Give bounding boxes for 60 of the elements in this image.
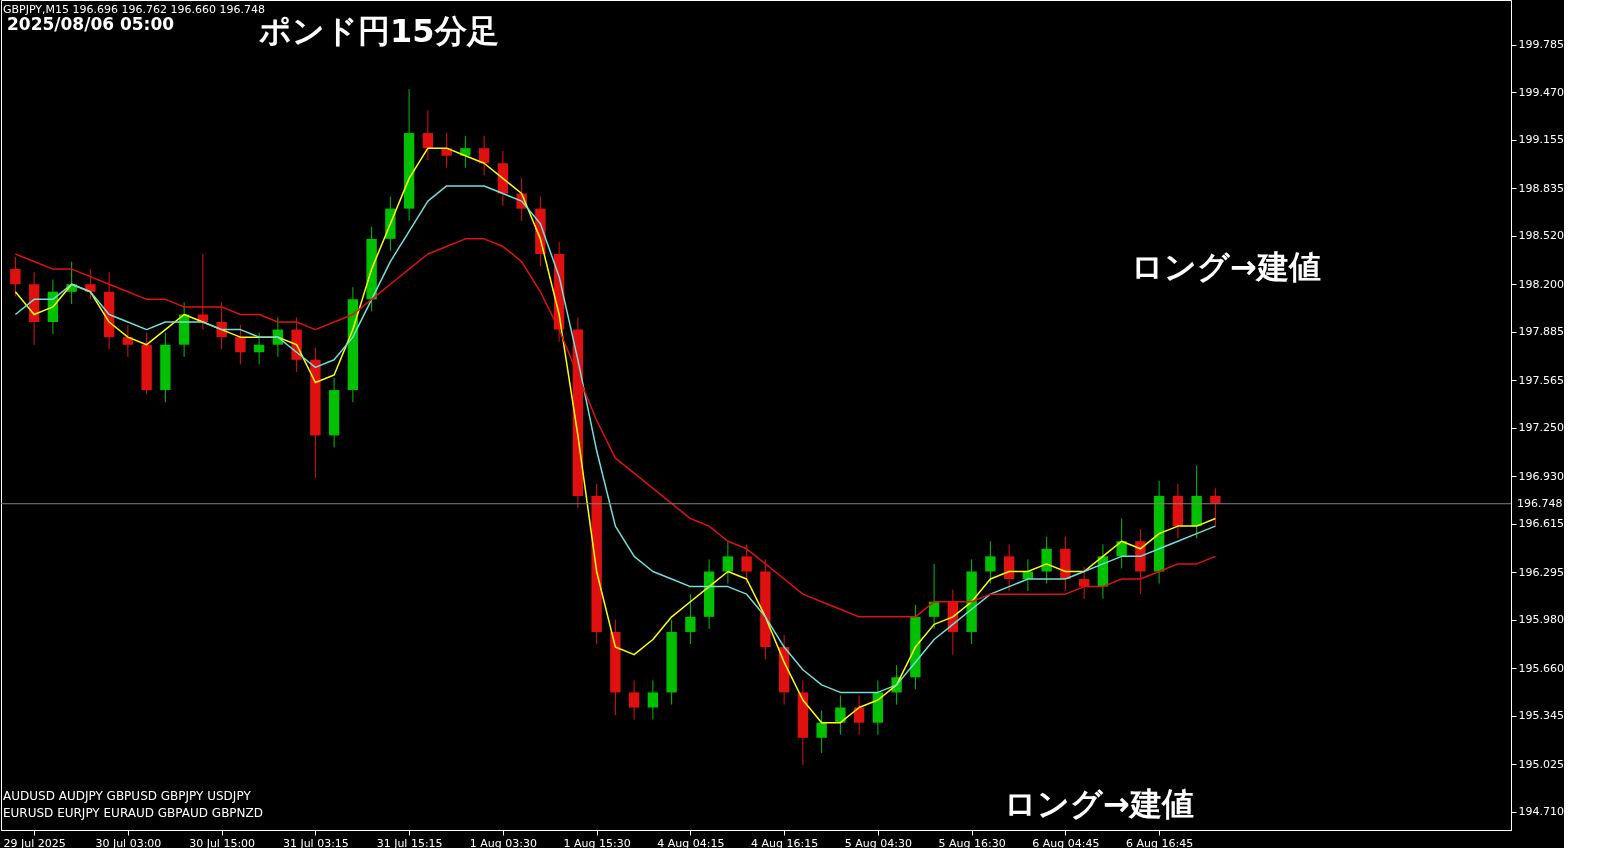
candlestick [460, 135, 471, 169]
ref-line-label: 196.748 [1517, 496, 1563, 510]
candlestick [197, 253, 209, 331]
y-tick-label: 199.155 [1518, 133, 1564, 147]
candlestick [1078, 566, 1090, 600]
x-tick-label: 6 Aug 04:45 [1032, 836, 1100, 850]
candlestick [1116, 518, 1127, 569]
candlestick [10, 256, 21, 297]
candlestick [1210, 487, 1221, 527]
y-tick-label: 195.025 [1518, 757, 1564, 771]
y-tick-label: 196.295 [1518, 565, 1564, 579]
candlestick [122, 324, 134, 358]
candlestick [478, 135, 490, 176]
candlestick [1003, 543, 1015, 592]
y-tick-label: 196.615 [1518, 517, 1564, 531]
candlestick [253, 332, 265, 365]
y-tick-label: 199.785 [1518, 38, 1564, 52]
x-tick-label: 6 Aug 16:45 [1126, 836, 1194, 850]
y-tick-label: 196.930 [1518, 469, 1564, 483]
x-tick-label: 29 Jul 2025 [3, 836, 66, 850]
x-tick-label: 5 Aug 04:30 [844, 836, 912, 850]
x-tick-label: 30 Jul 15:00 [189, 836, 256, 850]
candlestick [685, 593, 696, 645]
candlestick [722, 540, 734, 585]
y-tick-label: 195.345 [1518, 709, 1564, 723]
candlestick [85, 268, 96, 300]
x-tick-label: 30 Jul 03:00 [95, 836, 162, 850]
candlestick [235, 324, 246, 365]
candlestick [816, 710, 827, 754]
y-tick-label: 197.250 [1518, 421, 1564, 435]
annotation: ロング→建値 [1004, 785, 1194, 823]
y-tick-label: 195.660 [1518, 661, 1564, 675]
y-tick-label: 199.470 [1518, 85, 1564, 99]
y-tick-label: 198.520 [1518, 229, 1564, 243]
y-tick-label: 195.980 [1518, 613, 1564, 627]
x-tick-label: 1 Aug 15:30 [563, 836, 631, 850]
x-tick-label: 5 Aug 16:30 [938, 836, 1006, 850]
candlestick [928, 563, 940, 630]
x-tick-label: 4 Aug 16:15 [751, 836, 819, 850]
annotation: AUDUSD AUDJPY GBPUSD GBPJPY USDJPY [3, 789, 252, 803]
x-tick-label: 1 Aug 03:30 [469, 836, 537, 850]
y-tick-label: 197.885 [1518, 325, 1564, 339]
x-tick-label: 4 Aug 04:15 [657, 836, 725, 850]
y-tick-label: 198.835 [1518, 181, 1564, 195]
candlestick [647, 679, 659, 721]
x-tick-label: 31 Jul 15:15 [376, 836, 443, 850]
candlestick [422, 109, 434, 161]
candlestick [985, 540, 996, 585]
candlestick [628, 679, 640, 721]
annotation: ロング→建値 [1131, 248, 1321, 286]
candlestick [741, 543, 752, 585]
annotation: 2025/08/06 05:00 [7, 14, 175, 34]
candlestick [853, 694, 865, 736]
candlestick [835, 694, 846, 736]
candlestick [1041, 536, 1052, 585]
y-tick-label: 198.200 [1518, 277, 1564, 291]
x-tick-label: 31 Jul 03:15 [282, 836, 349, 850]
annotation: EURUSD EURJPY EURAUD GBPAUD GBPNZD [3, 806, 264, 820]
y-tick-label: 197.565 [1518, 373, 1564, 387]
y-tick-label: 194.710 [1518, 805, 1564, 819]
